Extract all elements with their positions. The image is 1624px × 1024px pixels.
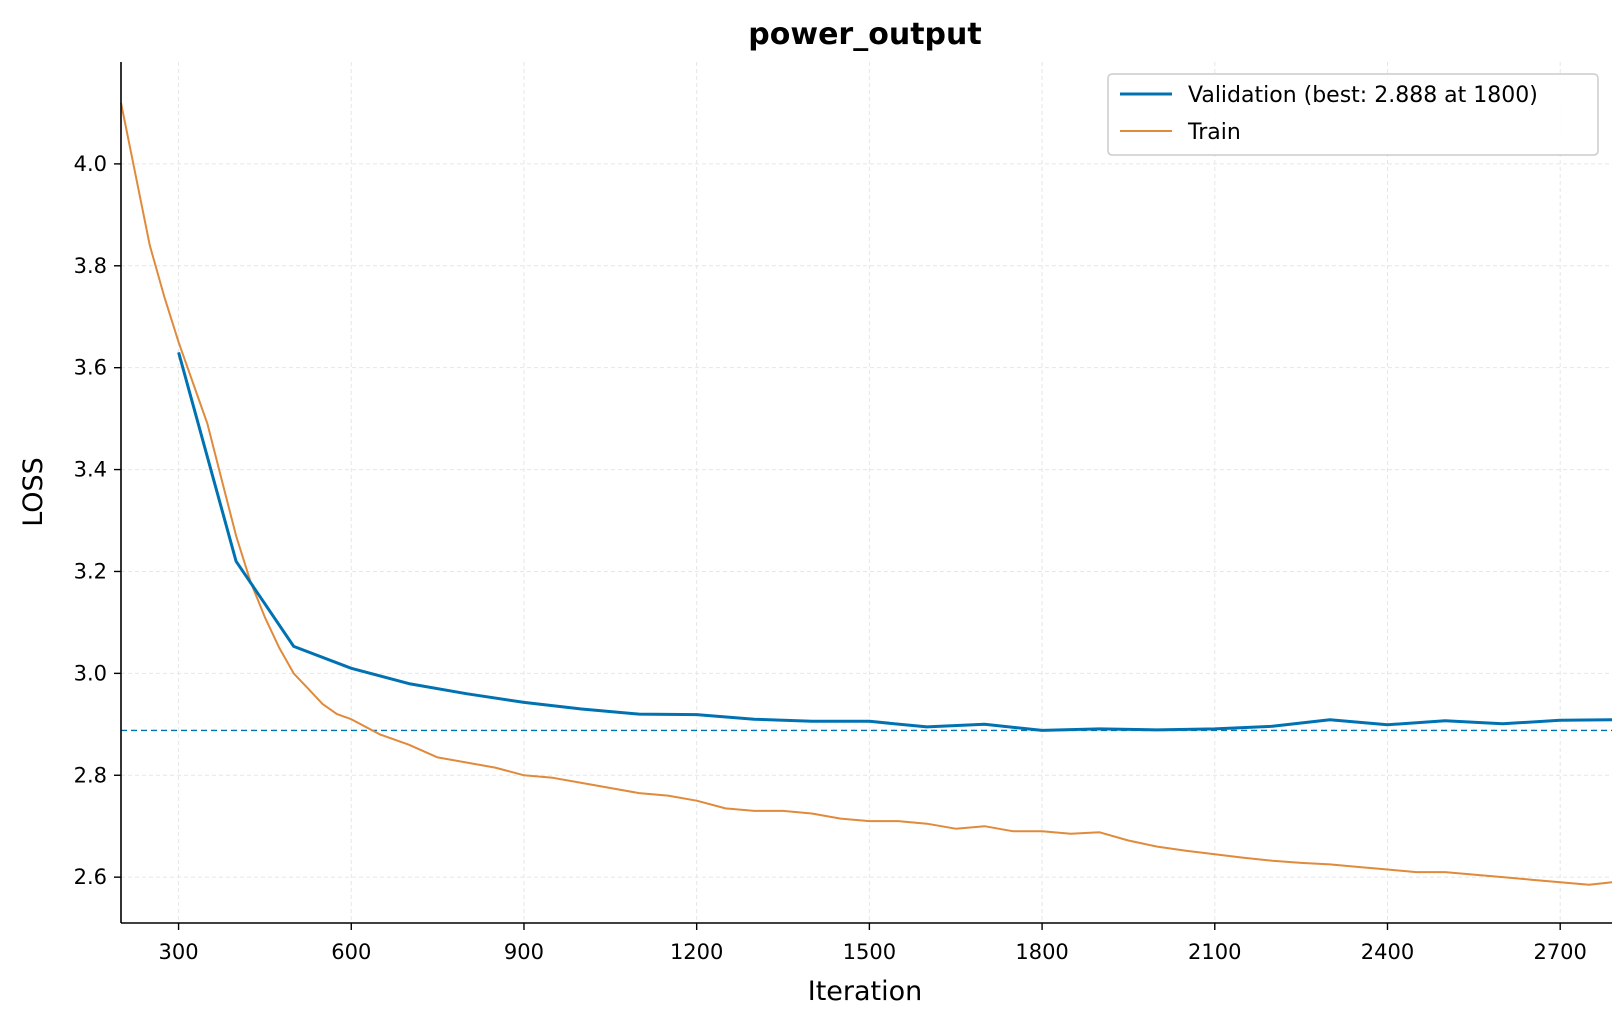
- x-tick-label: 1200: [670, 940, 723, 964]
- y-tick-label: 3.0: [74, 661, 107, 685]
- grid-lines: [121, 62, 1612, 923]
- x-ticks: 300 600 900 1200 1500 1800 2100 2400 2700: [159, 923, 1587, 964]
- x-tick-label: 2100: [1188, 940, 1241, 964]
- y-tick-label: 4.0: [74, 152, 107, 176]
- x-tick-label: 1500: [843, 940, 896, 964]
- legend-box: [1107, 73, 1599, 156]
- y-tick-label: 2.6: [74, 865, 107, 889]
- y-tick-label: 3.4: [74, 458, 107, 482]
- x-tick-label: 600: [331, 940, 371, 964]
- y-tick-label: 3.6: [74, 356, 107, 380]
- y-axis-label: LOSS: [18, 457, 49, 527]
- y-tick-label: 3.8: [74, 254, 107, 278]
- series-lines: [120, 102, 1613, 886]
- series-line-validation: [177, 352, 1613, 732]
- x-axis-label: Iteration: [808, 976, 923, 1007]
- x-tick-label: 900: [504, 940, 544, 964]
- x-tick-label: 1800: [1015, 940, 1068, 964]
- legend-label-validation: Validation (best: 2.888 at 1800): [1188, 83, 1538, 108]
- y-ticks: 2.6 2.8 3.0 3.2 3.4 3.6 3.8 4.0: [74, 152, 121, 889]
- y-tick-label: 2.8: [74, 763, 107, 787]
- legend-label-train: Train: [1187, 120, 1241, 145]
- y-tick-label: 3.2: [74, 559, 107, 583]
- chart-title: power_output: [748, 17, 981, 52]
- x-tick-label: 2700: [1533, 940, 1586, 964]
- legend: Validation (best: 2.888 at 1800) Train: [1107, 73, 1599, 156]
- series-line-train: [120, 102, 1613, 886]
- x-tick-label: 300: [159, 940, 199, 964]
- axes: [120, 62, 1612, 924]
- x-tick-label: 2400: [1361, 940, 1414, 964]
